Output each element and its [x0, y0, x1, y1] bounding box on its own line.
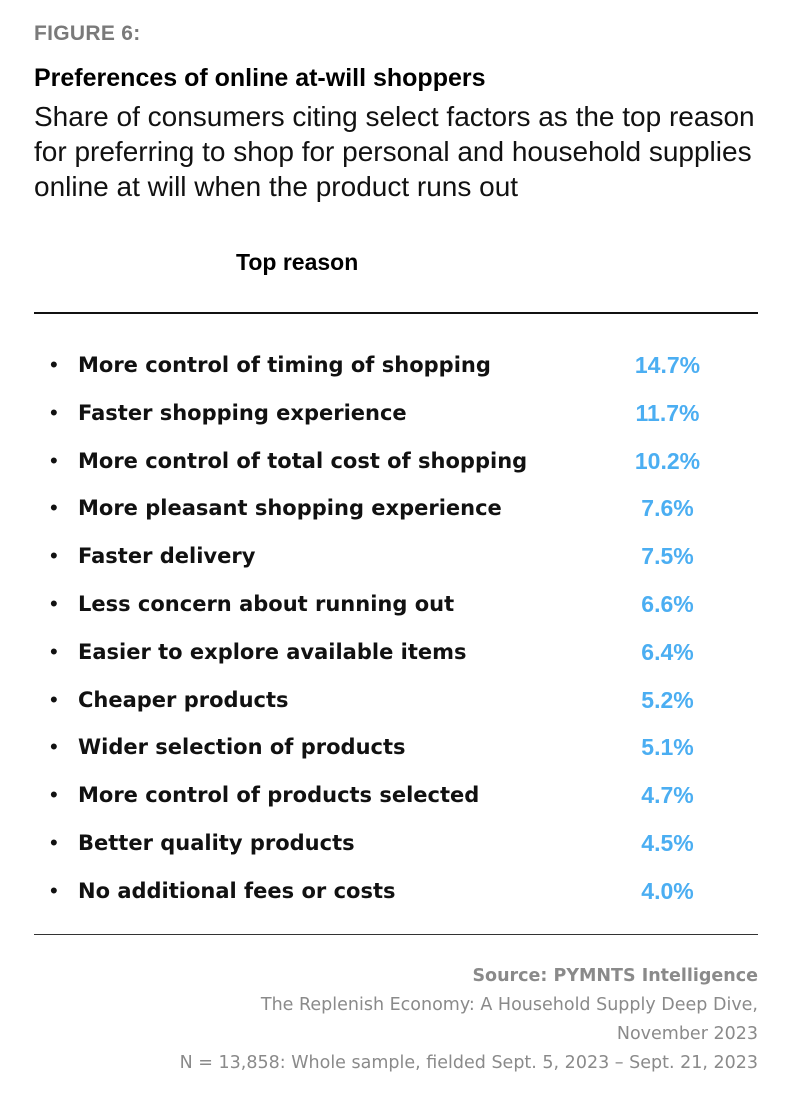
source-line-2: November 2023 — [616, 1024, 758, 1044]
bullet-icon: • — [50, 877, 58, 903]
top-divider — [34, 312, 758, 314]
reason-label: Easier to explore available items — [78, 639, 467, 664]
table-row: • More pleasant shopping experience 7.6% — [0, 484, 786, 532]
source-line-3: N = 13,858: Whole sample, fielded Sept. … — [179, 1053, 758, 1073]
table-row: • More control of products selected 4.7% — [0, 771, 786, 819]
bullet-icon: • — [50, 495, 58, 521]
reason-value: 7.5% — [641, 543, 694, 570]
table-row: • More control of timing of shopping 14.7% — [0, 341, 786, 389]
bullet-icon: • — [50, 399, 58, 425]
chart-subtitle: Share of consumers citing select factors… — [34, 101, 755, 202]
reason-label: Faster shopping experience — [78, 400, 407, 425]
reason-label: No additional fees or costs — [78, 878, 396, 903]
reason-value: 6.4% — [641, 638, 694, 665]
table-row: • Wider selection of products 5.1% — [0, 723, 786, 771]
bullet-icon: • — [50, 734, 58, 760]
bullet-icon: • — [50, 543, 58, 569]
reason-label: Cheaper products — [78, 687, 289, 712]
bullet-icon: • — [50, 686, 58, 712]
reason-value: 6.6% — [641, 590, 694, 617]
reason-value: 14.7% — [634, 352, 701, 378]
reason-label: Better quality products — [78, 830, 355, 855]
reason-label: More control of products selected — [78, 783, 480, 808]
table-row: • More control of total cost of shopping 1… — [0, 437, 786, 485]
reason-value: 10.2% — [634, 447, 701, 474]
source-line-1: The Replenish Economy: A Household Suppl… — [260, 995, 758, 1015]
table-row: • Faster shopping experience 11.7% — [0, 389, 786, 437]
reason-label: More control of total cost of shopping — [78, 448, 528, 473]
column-header: Top reason — [236, 249, 359, 275]
bullet-icon: • — [50, 638, 58, 664]
table-row: • No additional fees or costs 4.0% — [0, 867, 786, 915]
bottom-divider — [34, 934, 758, 935]
reason-value: 11.7% — [635, 399, 700, 426]
reason-value: 4.5% — [641, 829, 694, 856]
table-row: • Less concern about running out 6.6% — [0, 580, 786, 628]
reasons-table: • More control of timing of shopping 14.7%… — [0, 341, 786, 915]
table-row: • Easier to explore available items 6.4% — [0, 628, 786, 676]
table-row: • Cheaper products 5.2% — [0, 676, 786, 724]
reason-label: More pleasant shopping experience — [78, 496, 502, 521]
reason-label: Faster delivery — [78, 544, 256, 569]
reason-value: 5.2% — [641, 686, 694, 713]
source-title: Source: PYMNTS Intelligence — [472, 966, 758, 986]
reason-label: More control of timing of shopping — [78, 353, 491, 377]
figure-label: FIGURE 6: — [34, 22, 141, 45]
reason-label: Less concern about running out — [78, 591, 455, 616]
source-block: Source: PYMNTS Intelligence The Replenis… — [58, 962, 758, 1078]
bullet-icon: • — [50, 447, 58, 473]
bullet-icon: • — [50, 352, 58, 377]
reason-value: 4.0% — [641, 877, 694, 904]
bullet-icon: • — [50, 829, 58, 855]
table-row: • Better quality products 4.5% — [0, 819, 786, 867]
table-row: • Faster delivery 7.5% — [0, 532, 786, 580]
reason-value: 5.1% — [641, 734, 694, 761]
reason-value: 4.7% — [641, 782, 694, 809]
bullet-icon: • — [50, 782, 58, 808]
bullet-icon: • — [50, 590, 58, 616]
reason-label: Wider selection of products — [78, 735, 406, 760]
chart-title: Preferences of online at-will shoppers — [34, 64, 486, 92]
reason-value: 7.6% — [641, 495, 694, 522]
